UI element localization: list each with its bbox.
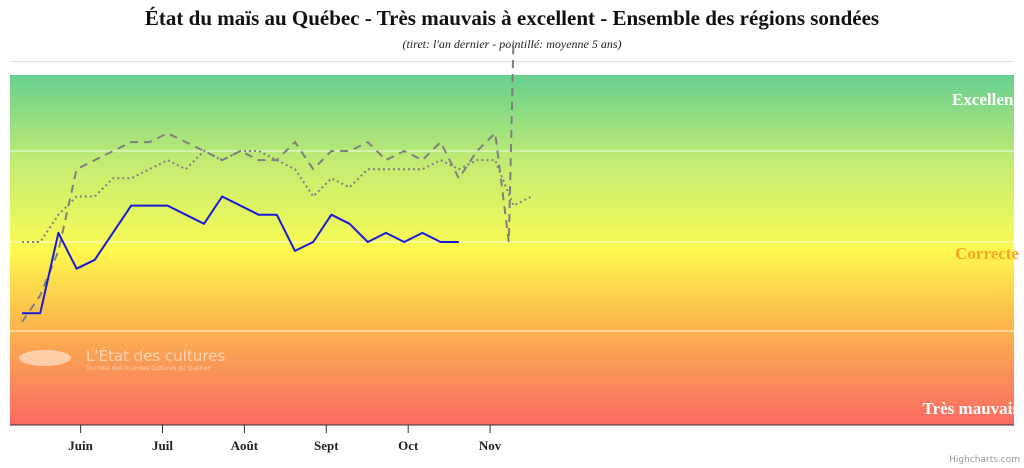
x-tick-label: Sept: [314, 438, 339, 453]
plot-background: [10, 75, 1014, 425]
watermark-subtitle: Tournée des Grandes Cultures du Québec: [85, 365, 211, 372]
chart-title: État du maïs au Québec - Très mauvais à …: [144, 6, 880, 30]
gridlines: [10, 150, 1014, 332]
series: [21, 44, 533, 323]
x-axis-ticks: Juin Juil Août Sept Oct Nov: [68, 425, 502, 453]
x-tick-label: Nov: [479, 438, 502, 453]
series-line-last-year[interactable]: [21, 44, 515, 323]
credits[interactable]: Highcharts.com: [949, 455, 1020, 465]
watermark-logo: L'État des cultures Tournée des Grandes …: [19, 346, 225, 372]
logo-field-icon: [19, 350, 71, 366]
band-label-3: Correcte: [955, 244, 1019, 263]
band-labels: Excellent Correcte Très mauvais: [923, 90, 1020, 418]
watermark-title: L'État des cultures: [86, 346, 225, 365]
x-tick-label: Oct: [398, 438, 419, 453]
chart-subtitle: (tiret: l'an dernier - pointillé: moyenn…: [402, 37, 622, 51]
x-tick-label: Juil: [152, 438, 173, 453]
x-tick-label: Juin: [68, 438, 93, 453]
series-line-current[interactable]: [22, 195, 459, 315]
band-label-1: Très mauvais: [923, 399, 1020, 418]
x-tick-label: Août: [231, 438, 259, 453]
band-label-5: Excellent: [952, 90, 1019, 109]
